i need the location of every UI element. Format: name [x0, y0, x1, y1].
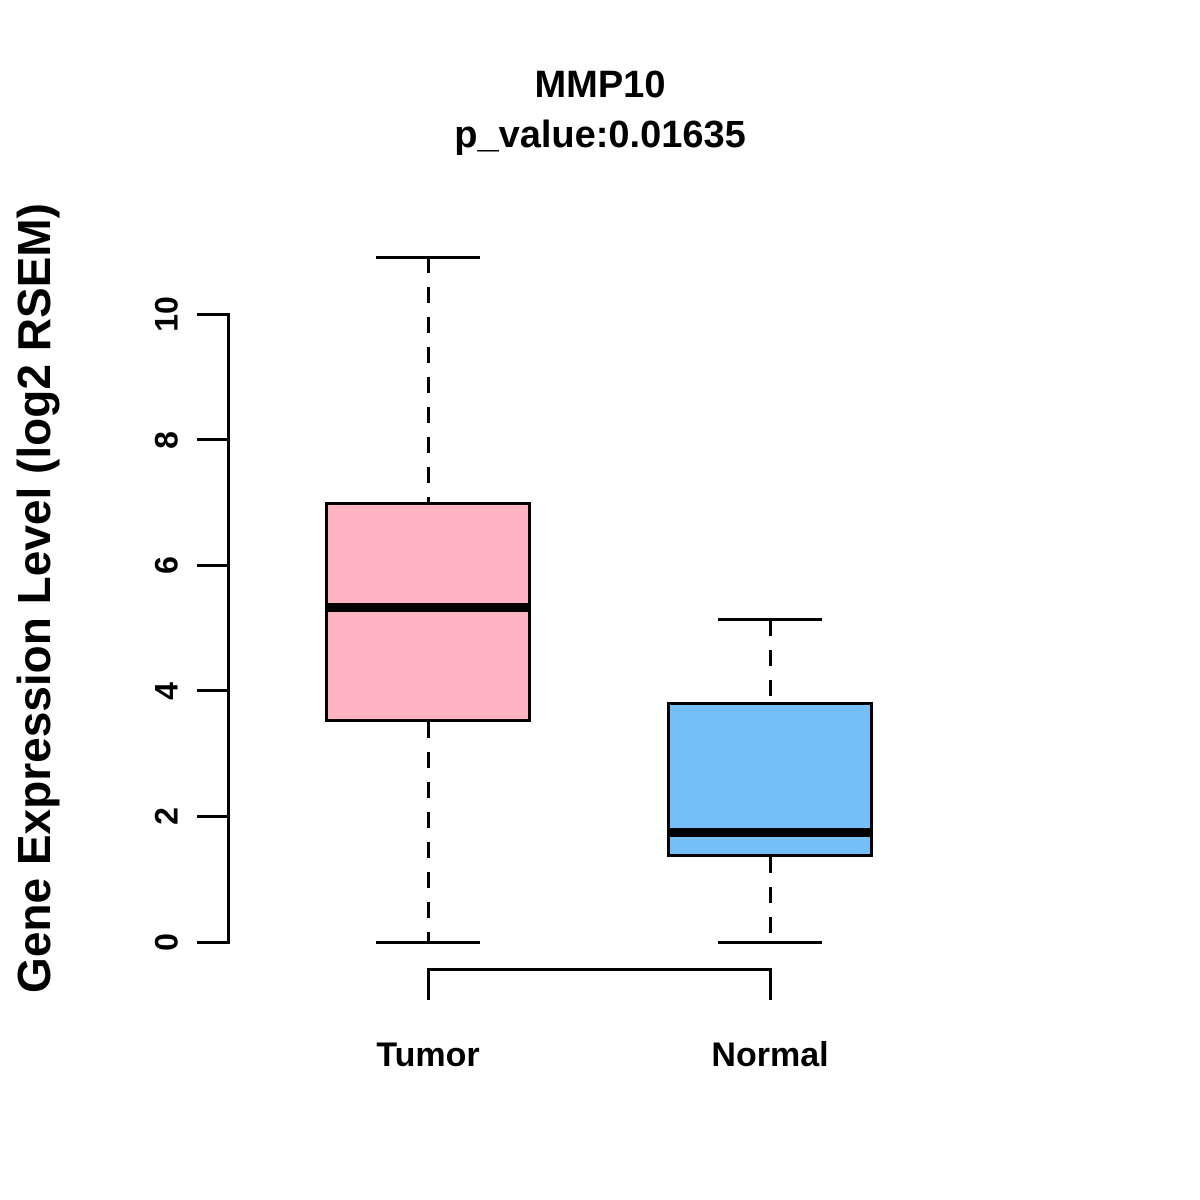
x-axis-line: [426, 967, 772, 971]
whisker-cap-upper-tumor: [376, 255, 480, 259]
x-tick-label-normal: Normal: [711, 1036, 829, 1074]
whisker-upper-normal: [768, 619, 772, 703]
y-axis-tick: [197, 814, 227, 818]
y-axis-tick: [197, 563, 227, 567]
whisker-cap-upper-normal: [718, 618, 822, 622]
x-axis-tick-0: [426, 969, 430, 1000]
x-tick-label-tumor: Tumor: [376, 1036, 480, 1074]
chart-subtitle: p_value:0.01635: [454, 114, 746, 156]
y-tick-label: 2: [148, 807, 185, 826]
chart-title: MMP10: [534, 64, 666, 106]
y-tick-label: 10: [148, 296, 185, 332]
whisker-lower-normal: [768, 857, 772, 942]
median-tumor: [325, 603, 531, 613]
y-tick-label: 6: [148, 556, 185, 575]
y-axis-label: Gene Expression Level (log2 RSEM): [8, 203, 60, 993]
y-tick-label: 8: [148, 430, 185, 449]
whisker-upper-tumor: [426, 257, 430, 503]
y-axis-tick: [197, 438, 227, 442]
whisker-cap-lower-tumor: [376, 940, 480, 944]
y-tick-label: 0: [148, 933, 185, 951]
whisker-lower-tumor: [426, 722, 430, 942]
y-axis-tick: [197, 312, 227, 316]
y-axis-tick: [197, 689, 227, 693]
y-tick-label: 4: [148, 681, 185, 700]
median-normal: [667, 827, 873, 837]
y-axis-line: [227, 312, 230, 944]
x-axis-tick-1: [768, 969, 772, 1000]
y-axis-tick: [197, 940, 227, 944]
whisker-cap-lower-normal: [718, 940, 822, 944]
